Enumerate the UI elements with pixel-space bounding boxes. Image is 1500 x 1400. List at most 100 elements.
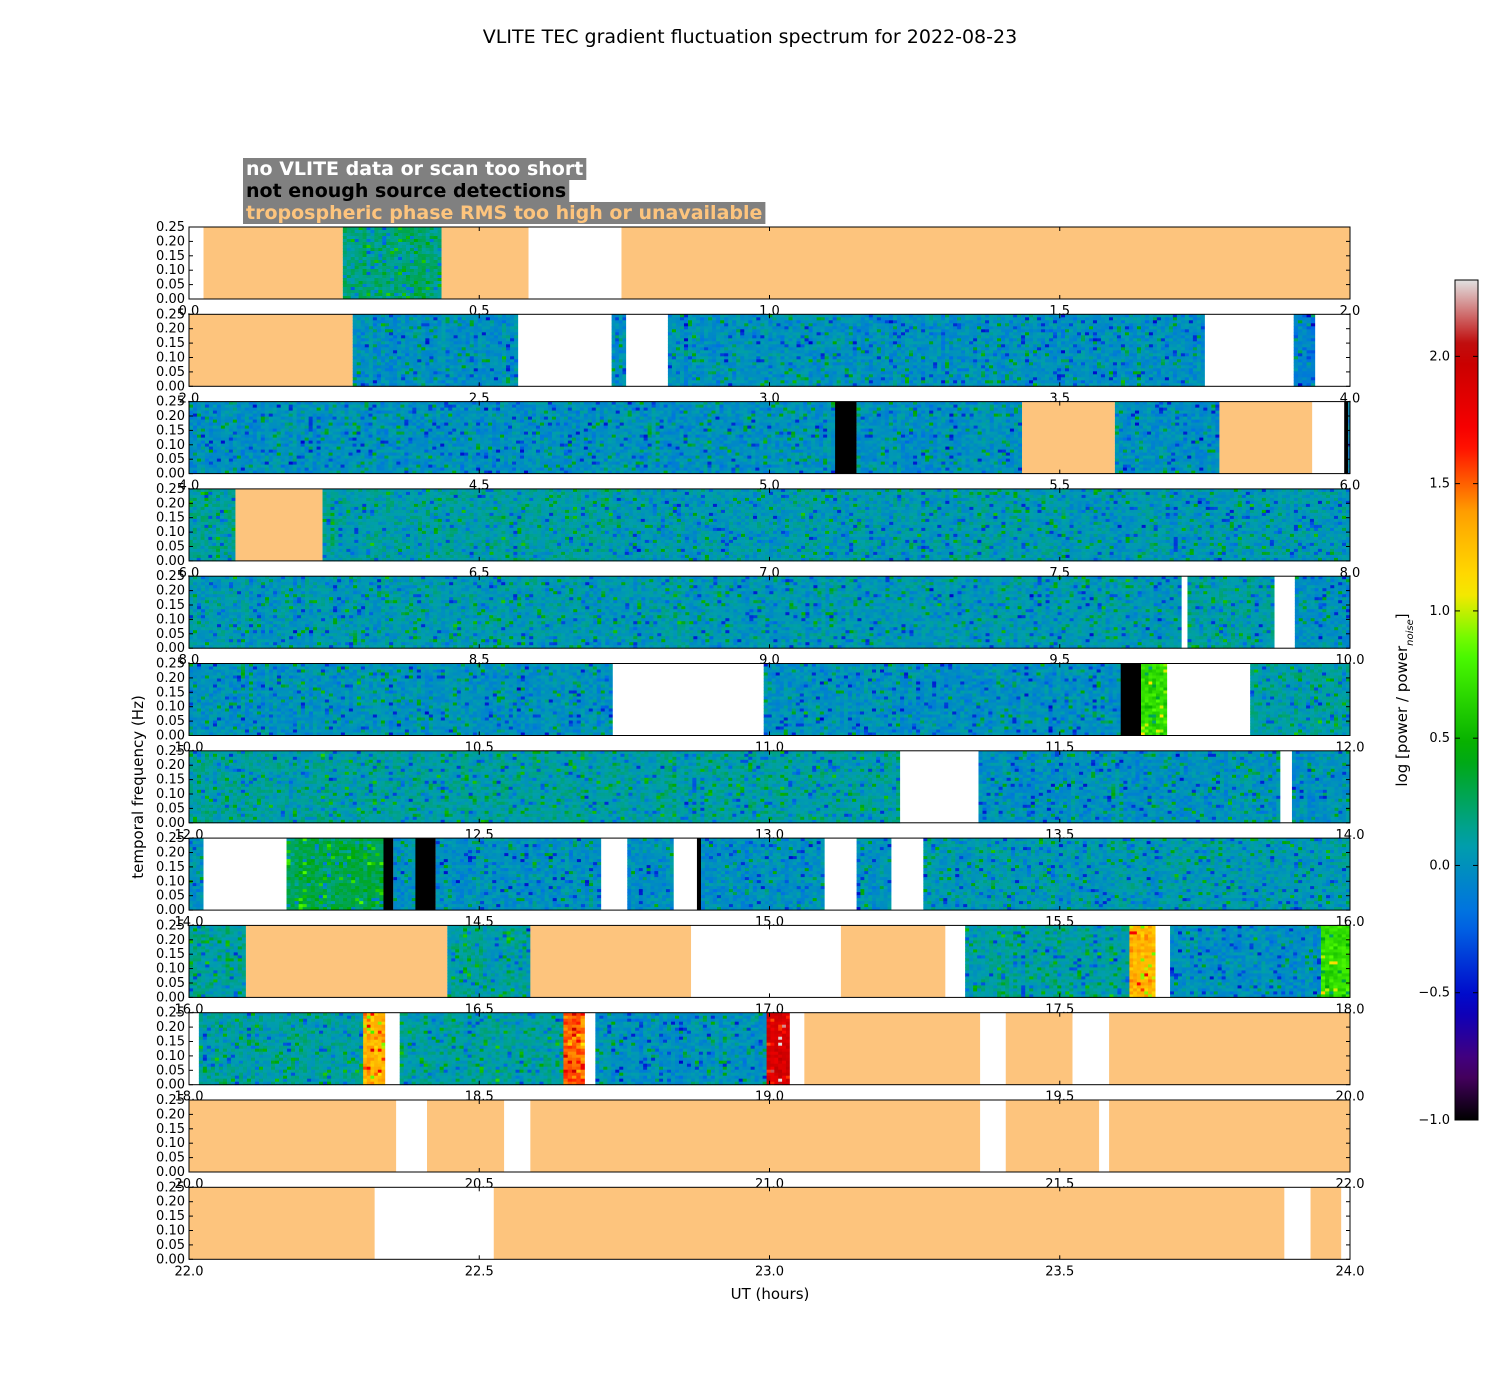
y-tick-label: 0.15 — [156, 685, 185, 700]
y-tick-label: 0.10 — [156, 787, 185, 802]
y-tick-label: 0.25 — [156, 1180, 185, 1195]
data-segment — [198, 1012, 364, 1086]
legend-box — [243, 180, 570, 202]
flag-segment-nodata — [601, 838, 628, 911]
legend-box — [243, 202, 766, 224]
flag-segment-tropo — [189, 1100, 397, 1172]
flag-segment-nodata — [203, 838, 287, 911]
data-segment — [1141, 663, 1168, 736]
y-tick-label: 0.15 — [156, 947, 185, 962]
colorbar-tick-label: 2.0 — [1429, 349, 1450, 364]
flag-segment-nodata — [385, 1012, 400, 1085]
y-tick-label: 0.00 — [156, 990, 185, 1005]
flag-segment-tropo — [1022, 401, 1115, 474]
y-tick-label: 0.05 — [156, 1238, 185, 1253]
flag-segment-nodata — [824, 838, 857, 911]
y-tick-label: 0.25 — [156, 395, 185, 410]
y-tick-label: 0.25 — [156, 482, 185, 497]
y-tick-label: 0.20 — [156, 1020, 185, 1035]
flag-segment-nodata — [1274, 576, 1295, 649]
y-tick-label: 0.20 — [156, 933, 185, 948]
y-tick-label: 0.10 — [156, 962, 185, 977]
data-segment — [1294, 576, 1351, 649]
spectrum-panel: 0.000.050.100.150.200.252.0 2.5 3.0 3.5 4.0 — [156, 307, 1360, 406]
flag-segment-nodata — [189, 1012, 199, 1085]
data-segment — [286, 838, 384, 911]
y-tick-label: 0.10 — [156, 612, 185, 627]
data-segment — [929, 314, 1206, 387]
data-segment — [856, 838, 892, 911]
data-segment — [189, 663, 614, 736]
legend-entry: no VLITE data or scan too short — [246, 158, 583, 180]
flag-segment-nodata — [189, 227, 204, 299]
data-segment — [701, 838, 826, 911]
flag-segment-nodata — [1155, 925, 1171, 998]
data-segment — [595, 1012, 767, 1086]
x-tick-label: 22.0 — [175, 1264, 204, 1279]
y-tick-label: 0.15 — [156, 598, 185, 613]
y-tick-label: 0.05 — [156, 540, 185, 555]
y-tick-label: 0.25 — [156, 657, 185, 672]
flag-segment-nodata — [673, 838, 697, 911]
y-tick-label: 0.25 — [156, 831, 185, 846]
flag-segment-nodata — [1072, 1012, 1110, 1085]
spectrum-panel: 0.000.050.100.150.200.258.0 8.5 9.0 9.5 10.0 — [156, 569, 1364, 668]
data-segment — [189, 401, 836, 474]
data-segment — [965, 925, 1130, 998]
y-tick-label: 0.20 — [156, 584, 185, 599]
flag-segment-lowdet — [383, 838, 394, 911]
flag-segment-lowdet — [1120, 663, 1142, 736]
flag-segment-nodata — [504, 1100, 531, 1172]
flag-segment-nodata — [1284, 1187, 1311, 1260]
flag-segment-nodata — [374, 1187, 494, 1260]
y-tick-label: 0.10 — [156, 1224, 185, 1239]
flag-segment-nodata — [1312, 401, 1345, 474]
y-tick-label: 0.15 — [156, 1209, 185, 1224]
flag-segment-tropo — [245, 925, 448, 998]
flag-segment-tropo — [840, 925, 946, 998]
y-tick-label: 0.25 — [156, 220, 185, 235]
y-tick-label: 0.20 — [156, 1195, 185, 1210]
data-segment — [189, 925, 247, 998]
data-segment — [352, 314, 519, 387]
data-segment — [856, 401, 1023, 474]
y-tick-label: 0.00 — [156, 292, 185, 307]
y-tick-label: 0.00 — [156, 379, 185, 394]
data-segment — [1129, 925, 1156, 998]
y-tick-label: 0.20 — [156, 496, 185, 511]
y-tick-label: 0.20 — [156, 758, 185, 773]
x-tick-label: 23.0 — [755, 1264, 784, 1279]
y-tick-label: 0.05 — [156, 452, 185, 467]
y-tick-label: 0.25 — [156, 569, 185, 584]
flag-segment-nodata — [789, 1012, 805, 1085]
y-tick-label: 0.20 — [156, 846, 185, 861]
data-segment — [1320, 925, 1351, 998]
y-tick-label: 0.10 — [156, 1136, 185, 1151]
colorbar: −1.0 −0.5 0.0 0.5 1.0 1.5 2.0 — [1418, 279, 1479, 1128]
y-tick-label: 0.15 — [156, 860, 185, 875]
flag-segment-tropo — [203, 227, 343, 299]
y-tick-label: 0.00 — [156, 554, 185, 569]
flag-segment-nodata — [900, 750, 979, 823]
flag-segment-tropo — [189, 314, 353, 387]
y-tick-label: 0.05 — [156, 714, 185, 729]
y-tick-label: 0.15 — [156, 1122, 185, 1137]
y-tick-label: 0.05 — [156, 1063, 185, 1078]
data-segment — [1291, 750, 1351, 824]
y-tick-label: 0.00 — [156, 1078, 185, 1093]
flag-segment-nodata — [626, 314, 668, 387]
data-segment — [1187, 576, 1275, 649]
flag-segment-tropo — [530, 925, 692, 998]
flag-segment-tropo — [1109, 1012, 1350, 1085]
flag-segment-lowdet — [415, 838, 436, 911]
flag-segment-tropo — [1005, 1012, 1073, 1085]
data-segment — [1170, 925, 1322, 998]
colorbar-label: log [power / powernoise] — [1393, 613, 1416, 786]
colorbar-tick-label: 0.0 — [1429, 858, 1450, 873]
y-tick-label: 0.10 — [156, 263, 185, 278]
flag-segment-nodata — [980, 1100, 1006, 1172]
y-tick-label: 0.00 — [156, 1252, 185, 1267]
